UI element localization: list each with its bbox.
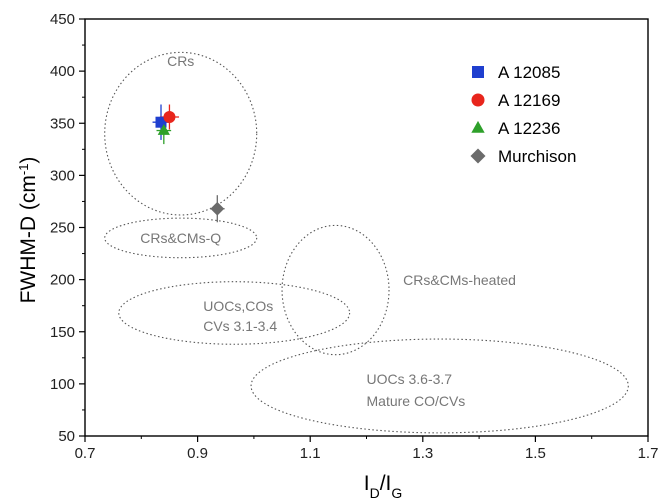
region-label-line: CRs&CMs-heated — [403, 272, 516, 288]
data-point-diamond — [210, 201, 225, 216]
x-title-sub-d: D — [370, 485, 380, 498]
legend-label: A 12169 — [498, 91, 560, 110]
y-tick-label-0: 50 — [58, 428, 75, 445]
region-label-3: CRs&CMs-heated — [403, 272, 516, 288]
data-point-circle — [163, 110, 176, 123]
data-markers — [155, 110, 225, 216]
x-axis-title: ID/IG — [364, 472, 403, 498]
x-title-sep: /I — [380, 472, 392, 495]
legend: A 12085 A 12169 A 12236 Murchison — [470, 63, 576, 166]
x-tick-label-0: 0.7 — [75, 445, 96, 462]
y-tick-label-2: 150 — [50, 324, 75, 341]
legend-label: A 12236 — [498, 119, 560, 138]
x-tick-label-4: 1.5 — [525, 445, 546, 462]
region-ellipses: CRs CRs&CMs-Q UOCs,COs CVs 3.1-3.4 CRs&CMs-h… — [104, 51, 629, 434]
legend-label: Murchison — [498, 147, 576, 166]
legend-marker-triangle — [471, 120, 485, 133]
region-label-4: UOCs 3.6-3.7 Mature CO/CVs — [367, 371, 466, 409]
legend-marker-circle — [471, 93, 485, 107]
x-tick-label-2: 1.1 — [300, 445, 321, 462]
y-tick-label-1: 100 — [50, 376, 75, 393]
legend-label: A 12085 — [498, 63, 560, 82]
region-label-line: CRs&CMs-Q — [140, 230, 221, 246]
y-tick-label-5: 300 — [50, 167, 75, 184]
region-label-line: Mature CO/CVs — [367, 393, 466, 409]
y-tick-label-6: 350 — [50, 115, 75, 132]
region-ellipse-0 — [104, 51, 258, 216]
y-tick-label-7: 400 — [50, 63, 75, 80]
y-title-sup: -1 — [16, 164, 31, 176]
region-label-1: CRs&CMs-Q — [140, 230, 221, 246]
region-label-line: CRs — [167, 53, 194, 69]
x-title-main: I — [364, 472, 370, 495]
y-title-end: ) — [17, 157, 40, 164]
region-ellipse-3 — [281, 224, 390, 356]
y-title-main: FWHM-D (cm — [17, 175, 40, 303]
x-tick-label-1: 0.9 — [187, 445, 208, 462]
region-ellipse-1 — [104, 217, 258, 259]
legend-marker-diamond — [470, 148, 486, 164]
region-ellipse-2 — [118, 281, 351, 345]
y-axis-title: FWHM-D (cm-1) — [16, 157, 41, 304]
data-point-square — [155, 116, 167, 128]
plot-area: 0.7 0.9 1.1 1.3 1.5 1.7 50 100 150 200 250 300 350 40… — [50, 11, 658, 462]
region-ellipse-4 — [250, 338, 629, 434]
y-tick-label-3: 200 — [50, 272, 75, 289]
x-title-sub-g: G — [391, 485, 402, 498]
x-tick-label-5: 1.7 — [638, 445, 659, 462]
region-label-line: UOCs,COs — [203, 298, 273, 314]
y-tick-label-8: 450 — [50, 11, 75, 28]
legend-marker-square — [472, 66, 484, 78]
x-tick-label-3: 1.3 — [412, 445, 433, 462]
region-label-line: CVs 3.1-3.4 — [203, 318, 277, 334]
region-label-2: UOCs,COs CVs 3.1-3.4 — [203, 298, 277, 334]
y-tick-label-4: 250 — [50, 220, 75, 237]
data-point-triangle — [157, 124, 170, 135]
region-label-0: CRs — [167, 53, 194, 69]
region-label-line: UOCs 3.6-3.7 — [367, 371, 453, 387]
